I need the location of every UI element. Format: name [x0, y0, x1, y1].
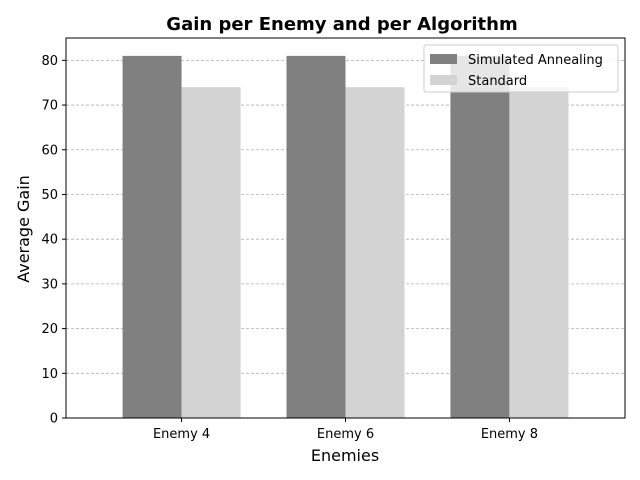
y-tick-label: 20 [41, 322, 58, 337]
x-tick-label: Enemy 8 [481, 427, 538, 442]
x-axis-label: Enemies [311, 446, 379, 465]
y-tick-label: 60 [41, 143, 58, 158]
bar-simulated-annealing [286, 55, 346, 418]
bars [122, 55, 569, 419]
legend: Simulated Annealing Standard [423, 44, 619, 93]
y-tick-label: 50 [41, 188, 58, 203]
y-axis-ticks: 0 10 20 30 40 50 60 70 80 [41, 54, 66, 427]
x-tick-label: Enemy 6 [317, 427, 374, 442]
bar-standard [509, 87, 569, 419]
bar-simulated-annealing [122, 55, 182, 418]
y-axis-label: Average Gain [14, 175, 33, 283]
chart-title: Gain per Enemy and per Algorithm [166, 14, 517, 35]
bar-simulated-annealing [450, 55, 510, 418]
legend-swatch [430, 54, 457, 64]
legend-box [423, 44, 619, 93]
y-tick-label: 30 [41, 277, 58, 292]
legend-label: Simulated Annealing [468, 53, 603, 68]
x-tick-label: Enemy 4 [153, 427, 210, 442]
y-tick-label: 70 [41, 99, 58, 114]
bar-standard [345, 87, 405, 419]
legend-label: Standard [468, 74, 527, 89]
y-tick-label: 40 [41, 233, 58, 248]
y-tick-label: 0 [50, 412, 58, 427]
x-axis-ticks: Enemy 4 Enemy 6 Enemy 8 [153, 418, 538, 442]
bar-standard [181, 87, 241, 419]
legend-swatch [430, 75, 457, 85]
y-tick-label: 80 [41, 54, 58, 69]
y-tick-label: 10 [41, 367, 58, 382]
